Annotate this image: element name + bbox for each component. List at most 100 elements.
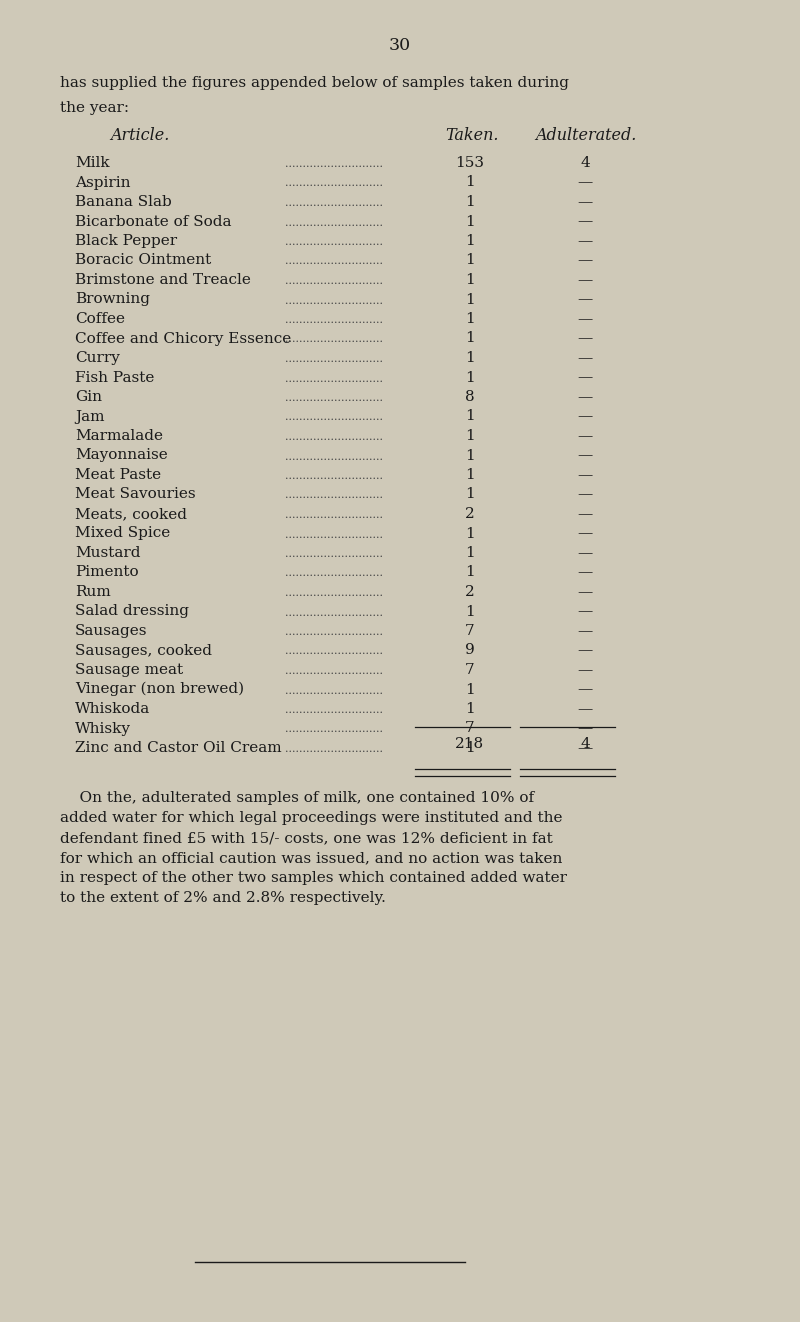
- Text: 1: 1: [465, 682, 475, 697]
- Text: ............................: ............................: [285, 490, 383, 501]
- Text: 1: 1: [465, 448, 475, 463]
- Text: ............................: ............................: [285, 510, 383, 520]
- Text: ............................: ............................: [285, 530, 383, 539]
- Text: —: —: [578, 274, 593, 287]
- Text: Brimstone and Treacle: Brimstone and Treacle: [75, 274, 251, 287]
- Text: Adulterated.: Adulterated.: [535, 127, 636, 144]
- Text: 2: 2: [465, 508, 475, 521]
- Text: 1: 1: [465, 546, 475, 561]
- Text: Zinc and Castor Oil Cream: Zinc and Castor Oil Cream: [75, 742, 282, 755]
- Text: Meats, cooked: Meats, cooked: [75, 508, 187, 521]
- Text: ............................: ............................: [285, 178, 383, 189]
- Text: has supplied the figures appended below of samples taken during: has supplied the figures appended below …: [60, 75, 569, 90]
- Text: Banana Slab: Banana Slab: [75, 196, 172, 209]
- Text: —: —: [578, 214, 593, 229]
- Text: 1: 1: [465, 274, 475, 287]
- Text: 1: 1: [465, 370, 475, 385]
- Text: ............................: ............................: [285, 198, 383, 208]
- Text: ............................: ............................: [285, 315, 383, 325]
- Text: —: —: [578, 332, 593, 345]
- Text: —: —: [578, 352, 593, 365]
- Text: 1: 1: [465, 196, 475, 209]
- Text: Article.: Article.: [110, 127, 170, 144]
- Text: 1: 1: [465, 234, 475, 249]
- Text: —: —: [578, 742, 593, 755]
- Text: ............................: ............................: [285, 354, 383, 364]
- Text: 7: 7: [465, 664, 475, 677]
- Text: ............................: ............................: [285, 608, 383, 617]
- Text: —: —: [578, 566, 593, 579]
- Text: —: —: [578, 664, 593, 677]
- Text: —: —: [578, 410, 593, 423]
- Text: 1: 1: [465, 702, 475, 717]
- Text: 1: 1: [465, 312, 475, 327]
- Text: 1: 1: [465, 742, 475, 755]
- Text: Pimento: Pimento: [75, 566, 138, 579]
- Text: 1: 1: [465, 604, 475, 619]
- Text: 1: 1: [465, 410, 475, 423]
- Text: Curry: Curry: [75, 352, 120, 365]
- Text: —: —: [578, 644, 593, 657]
- Text: Rum: Rum: [75, 586, 110, 599]
- Text: to the extent of 2% and 2.8% respectively.: to the extent of 2% and 2.8% respectivel…: [60, 891, 386, 906]
- Text: in respect of the other two samples which contained added water: in respect of the other two samples whic…: [60, 871, 567, 884]
- Text: ............................: ............................: [285, 276, 383, 286]
- Text: 9: 9: [465, 644, 475, 657]
- Text: Bicarbonate of Soda: Bicarbonate of Soda: [75, 214, 231, 229]
- Text: Browning: Browning: [75, 292, 150, 307]
- Text: 1: 1: [465, 292, 475, 307]
- Text: ............................: ............................: [285, 296, 383, 305]
- Text: Marmalade: Marmalade: [75, 430, 163, 443]
- Text: Coffee and Chicory Essence: Coffee and Chicory Essence: [75, 332, 291, 345]
- Text: —: —: [578, 468, 593, 483]
- Text: 1: 1: [465, 526, 475, 541]
- Text: Vinegar (non brewed): Vinegar (non brewed): [75, 682, 244, 697]
- Text: ............................: ............................: [285, 218, 383, 227]
- Text: ............................: ............................: [285, 646, 383, 657]
- Text: 7: 7: [465, 624, 475, 639]
- Text: —: —: [578, 430, 593, 443]
- Text: the year:: the year:: [60, 100, 129, 115]
- Text: Salad dressing: Salad dressing: [75, 604, 189, 619]
- Text: 218: 218: [455, 736, 485, 751]
- Text: —: —: [578, 586, 593, 599]
- Text: ............................: ............................: [285, 237, 383, 247]
- Text: 1: 1: [465, 214, 475, 229]
- Text: Gin: Gin: [75, 390, 102, 405]
- Text: Meat Paste: Meat Paste: [75, 468, 161, 483]
- Text: —: —: [578, 702, 593, 717]
- Text: 8: 8: [465, 390, 475, 405]
- Text: for which an official caution was issued, and no action was taken: for which an official caution was issued…: [60, 851, 562, 865]
- Text: —: —: [578, 196, 593, 209]
- Text: —: —: [578, 176, 593, 189]
- Text: 1: 1: [465, 332, 475, 345]
- Text: —: —: [578, 546, 593, 561]
- Text: ............................: ............................: [285, 549, 383, 559]
- Text: ............................: ............................: [285, 724, 383, 735]
- Text: 1: 1: [465, 430, 475, 443]
- Text: 30: 30: [389, 37, 411, 54]
- Text: ............................: ............................: [285, 686, 383, 695]
- Text: 7: 7: [465, 722, 475, 735]
- Text: Mayonnaise: Mayonnaise: [75, 448, 168, 463]
- Text: —: —: [578, 370, 593, 385]
- Text: Meat Savouries: Meat Savouries: [75, 488, 196, 501]
- Text: ............................: ............................: [285, 705, 383, 715]
- Text: 1: 1: [465, 254, 475, 267]
- Text: ............................: ............................: [285, 334, 383, 345]
- Text: Fish Paste: Fish Paste: [75, 370, 154, 385]
- Text: —: —: [578, 604, 593, 619]
- Text: ............................: ............................: [285, 412, 383, 423]
- Text: added water for which legal proceedings were instituted and the: added water for which legal proceedings …: [60, 810, 562, 825]
- Text: ............................: ............................: [285, 432, 383, 442]
- Text: 1: 1: [465, 352, 475, 365]
- Text: 1: 1: [465, 468, 475, 483]
- Text: ............................: ............................: [285, 588, 383, 598]
- Text: defendant fined £5 with 15/- costs, one was 12% deficient in fat: defendant fined £5 with 15/- costs, one …: [60, 832, 553, 845]
- Text: 4: 4: [580, 736, 590, 751]
- Text: Sausage meat: Sausage meat: [75, 664, 183, 677]
- Text: ............................: ............................: [285, 627, 383, 637]
- Text: 153: 153: [455, 156, 485, 171]
- Text: 2: 2: [465, 586, 475, 599]
- Text: —: —: [578, 448, 593, 463]
